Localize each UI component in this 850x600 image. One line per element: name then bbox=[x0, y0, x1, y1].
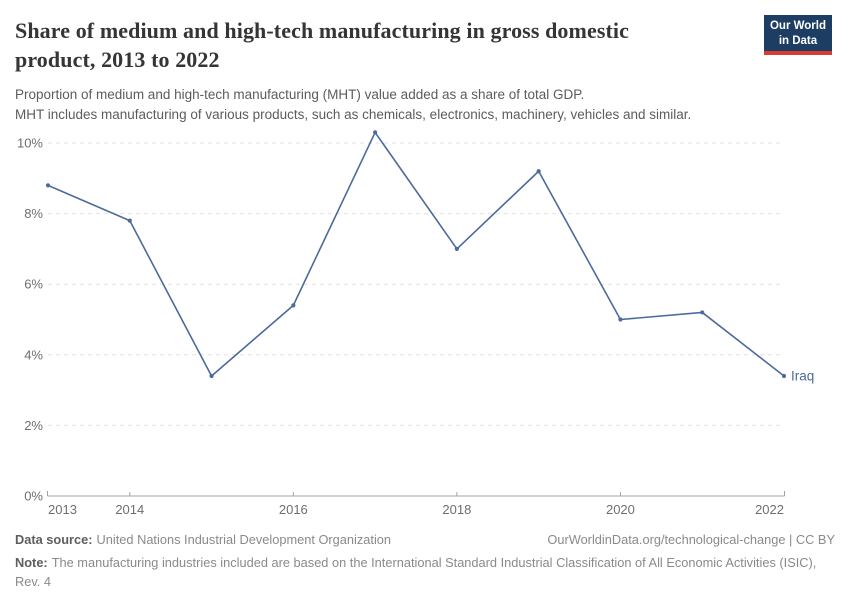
x-tick-label: 2018 bbox=[442, 502, 471, 517]
footer-note: Note: The manufacturing industries includ… bbox=[15, 554, 833, 591]
y-tick-label: 6% bbox=[24, 277, 43, 292]
data-source-label: Data source: bbox=[15, 532, 93, 547]
y-axis-labels: 0% 2% 4% 6% 8% 10% bbox=[17, 136, 43, 504]
data-point-marker bbox=[127, 218, 132, 223]
data-source-text: Data source: United Nations Industrial De… bbox=[15, 532, 391, 547]
subtitle-line-1: Proportion of medium and high-tech manuf… bbox=[15, 87, 585, 103]
data-point-marker bbox=[45, 183, 51, 188]
data-point-marker bbox=[618, 317, 623, 322]
data-point-marker bbox=[373, 130, 378, 135]
subtitle-line-2: MHT includes manufacturing of various pr… bbox=[15, 106, 692, 122]
x-axis-labels: 2013 2014 2016 2018 2020 2022 bbox=[48, 502, 784, 517]
x-tick-label: 2022 bbox=[755, 502, 784, 517]
logo-line-2: in Data bbox=[778, 34, 818, 47]
series-end-label: Iraq bbox=[791, 368, 814, 383]
x-tick-label: 2013 bbox=[48, 502, 77, 517]
line-chart: 0% 2% 4% 6% 8% 10% 2013 2014 2016 2018 2020 2022 Ira… bbox=[17, 130, 814, 517]
footer-sources-row: Data source: United Nations Industrial De… bbox=[15, 532, 835, 547]
note-label: Note: bbox=[15, 555, 48, 570]
owid-logo: Our World in Data bbox=[763, 15, 832, 56]
note-value: The manufacturing industries included ar… bbox=[15, 555, 817, 589]
citation-link-text: OurWorldinData.org/technological-change … bbox=[547, 532, 835, 547]
data-point-marker bbox=[209, 373, 214, 379]
chart-header: Share of medium and high-tech manufactur… bbox=[15, 17, 835, 124]
x-axis bbox=[47, 491, 785, 497]
chart-footer: Data source: United Nations Industrial De… bbox=[15, 532, 835, 591]
series-line bbox=[47, 131, 785, 377]
y-tick-label: 10% bbox=[17, 136, 43, 151]
data-point-marker bbox=[291, 303, 296, 308]
y-tick-label: 4% bbox=[24, 347, 43, 362]
x-tick-label: 2020 bbox=[606, 502, 635, 517]
data-series: Iraq bbox=[45, 130, 814, 383]
data-point-marker bbox=[454, 246, 459, 251]
chart-subtitle: Proportion of medium and high-tech manuf… bbox=[15, 85, 835, 124]
x-tick-label: 2014 bbox=[115, 502, 144, 517]
gridlines bbox=[48, 142, 784, 426]
data-point-marker bbox=[781, 373, 787, 379]
y-tick-label: 2% bbox=[24, 418, 43, 433]
x-tick-label: 2016 bbox=[279, 502, 308, 517]
data-point-marker bbox=[700, 310, 705, 315]
logo-line-1: Our World bbox=[769, 20, 826, 32]
page-title: Share of medium and high-tech manufactur… bbox=[15, 18, 629, 72]
data-point-marker bbox=[536, 169, 541, 174]
data-source-value: United Nations Industrial Development Or… bbox=[96, 532, 392, 547]
y-tick-label: 8% bbox=[24, 206, 43, 221]
y-tick-label: 0% bbox=[24, 489, 43, 504]
